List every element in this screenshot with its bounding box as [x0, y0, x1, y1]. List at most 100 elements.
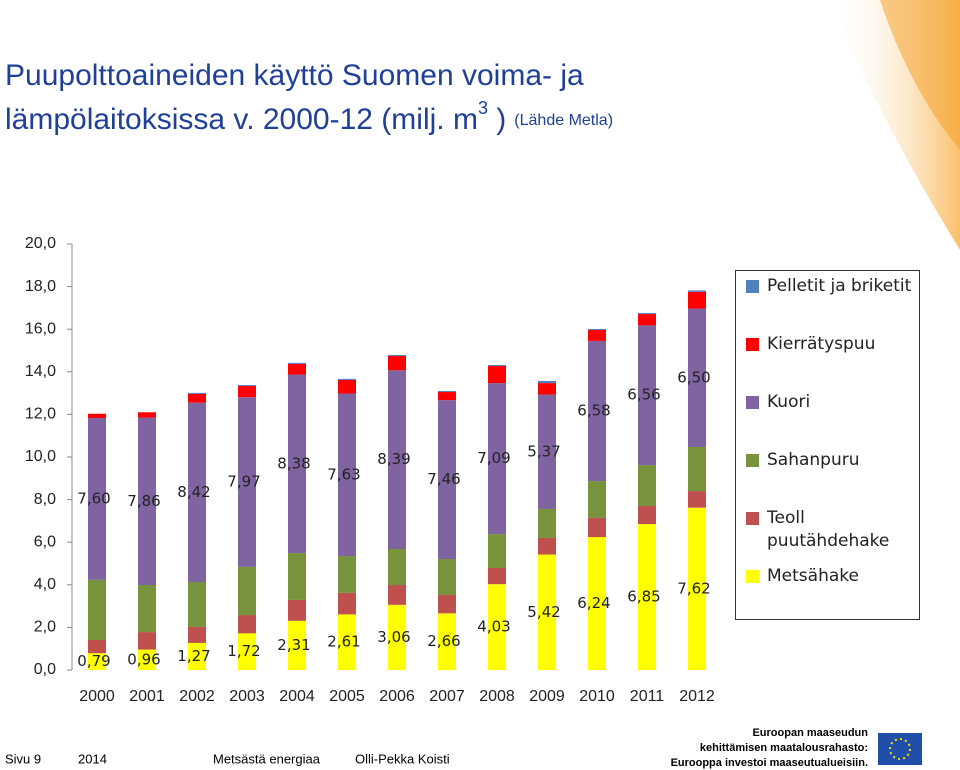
title-line: Puupolttoaineiden käyttö Suomen voima- j… [5, 59, 584, 92]
data-label: 5,37 [527, 442, 560, 460]
bar-segment [588, 481, 606, 518]
bar-segment [288, 363, 306, 375]
data-label: 8,38 [277, 454, 310, 472]
bar-segment [438, 595, 456, 614]
bar-segment [388, 604, 406, 670]
bar-segment [488, 366, 506, 384]
legend-entry: Pelletit ja briketit [746, 275, 916, 298]
bar-segment [288, 620, 306, 670]
bar-segment [188, 392, 206, 394]
data-label: 6,24 [577, 594, 610, 612]
footer-text: Olli-Pekka Koisti [355, 751, 450, 766]
x-tick-label: 2002 [179, 688, 215, 705]
bar-segment [238, 566, 256, 616]
legend-entry: Kuori [746, 391, 916, 414]
legend-label: Metsähake [767, 566, 859, 586]
bar-segment [688, 446, 706, 492]
data-label: 7,62 [677, 579, 710, 597]
eu-text: kehittämisen maatalousrahasto: [700, 742, 868, 754]
data-label: 1,72 [227, 642, 260, 660]
bar-segment [138, 649, 156, 670]
bar-segment [388, 370, 406, 550]
bar-segment [438, 400, 456, 560]
data-label: 2,66 [427, 632, 460, 650]
legend-label: Kierrätyspuu [767, 334, 876, 354]
y-tick-label: 6,0 [34, 533, 56, 550]
bar-segment [88, 418, 106, 580]
x-tick-label: 2007 [429, 688, 465, 705]
bar-segment [688, 491, 706, 508]
y-tick-label: 18,0 [25, 278, 56, 295]
eu-flag [878, 733, 922, 765]
bar-segment [538, 394, 556, 509]
legend-swatch [746, 454, 759, 467]
data-label: 6,58 [577, 401, 610, 419]
data-label: 0,96 [127, 650, 160, 668]
data-label: 4,03 [477, 618, 510, 636]
legend-label: Pelletit ja briketit [767, 276, 912, 296]
bar-segment [188, 393, 206, 403]
data-label: 2,61 [327, 633, 360, 651]
y-tick-label: 10,0 [25, 448, 56, 465]
bar-segment [288, 374, 306, 554]
x-tick-label: 2004 [279, 688, 315, 705]
title-line: lämpölaitoksissa v. 2000-12 (milj. m3 ) (… [5, 98, 613, 136]
bar-segment [338, 378, 356, 380]
bar-segment [388, 356, 406, 371]
bar-segment [338, 592, 356, 615]
bar-segment [588, 340, 606, 482]
x-tick-label: 2011 [630, 688, 665, 705]
data-label: 0,79 [77, 652, 110, 670]
x-tick-label: 2005 [329, 688, 365, 705]
bar-segment [688, 308, 706, 447]
y-tick-label: 8,0 [34, 491, 56, 508]
bar-segment [338, 379, 356, 394]
eu-stars [889, 738, 911, 760]
data-label: 5,42 [527, 603, 560, 621]
x-tick-label: 2008 [479, 688, 515, 705]
bar-segment [488, 364, 506, 367]
footer-text: Metsästä energiaa [213, 751, 321, 766]
bar-segment [438, 390, 456, 393]
bar-segment [338, 556, 356, 593]
bar-segment [538, 508, 556, 538]
bar-segment [188, 582, 206, 627]
bar-segment [238, 385, 256, 387]
y-tick-label: 0,0 [34, 661, 56, 678]
bar-segment [638, 505, 656, 525]
title-text: lämpölaitoksissa v. 2000-12 (milj. m [5, 103, 478, 136]
y-tick-label: 4,0 [34, 576, 56, 593]
bar-segment [88, 579, 106, 640]
bar-segment [288, 599, 306, 621]
data-label: 6,50 [677, 368, 710, 386]
eu-text: Euroopan maaseudun [752, 727, 868, 739]
bar-segment [638, 465, 656, 506]
data-label: 6,85 [627, 588, 660, 606]
data-label: 8,42 [177, 483, 210, 501]
bar-segment [88, 639, 106, 654]
legend-swatch [746, 570, 759, 583]
bar-segment [688, 291, 706, 309]
data-label: 7,63 [327, 465, 360, 483]
bar-segment [438, 392, 456, 401]
y-tick-label: 20,0 [25, 235, 56, 252]
bar-segment [188, 626, 206, 643]
legend-entry: Sahanpuru [746, 449, 916, 472]
legend-entry: Metsähake [746, 565, 916, 588]
bar-segment [488, 584, 506, 670]
data-label: 7,09 [477, 449, 510, 467]
y-tick-label: 2,0 [34, 619, 56, 636]
bar-segment [238, 397, 256, 567]
legend-entry: Teoll puutähdehake [746, 507, 916, 553]
bar-segment [388, 585, 406, 605]
legend-entry: Kierrätyspuu [746, 333, 916, 356]
bar-segment [238, 615, 256, 634]
title-sup: 3 [478, 98, 488, 118]
bar-segment [638, 325, 656, 466]
bar-segment [638, 313, 656, 315]
x-tick-label: 2009 [529, 688, 565, 705]
footer-text: Sivu 9 [5, 751, 41, 766]
data-label: 8,39 [377, 450, 410, 468]
